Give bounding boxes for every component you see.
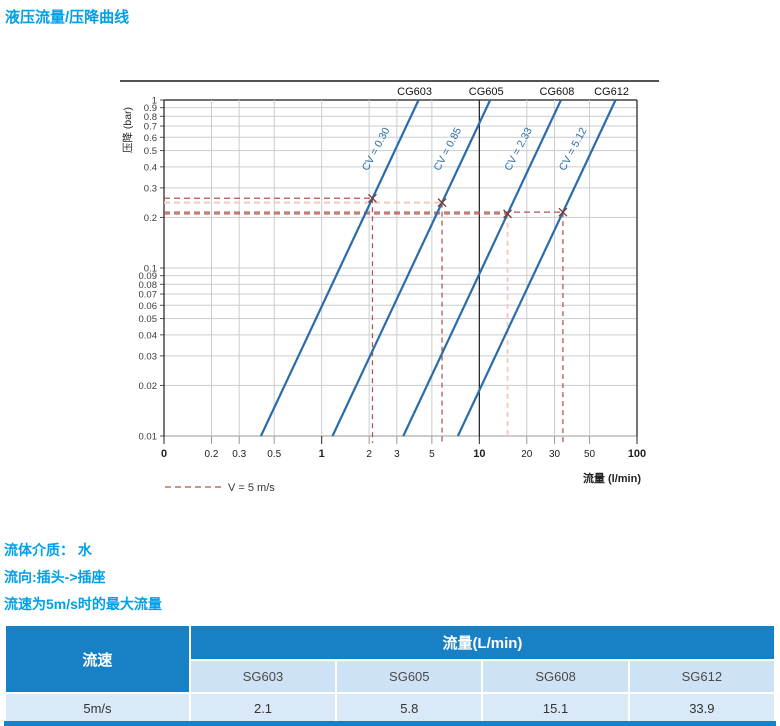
- y-tick-label: 0.3: [144, 183, 157, 194]
- y-tick-label: 0.01: [139, 432, 158, 443]
- y-tick-label: 0.8: [144, 112, 157, 123]
- x-tick-label: 20: [521, 449, 533, 460]
- table-cell-sg612: 33.9: [629, 694, 774, 723]
- y-tick-label: 0.04: [139, 330, 158, 341]
- x-tick-label: 0: [161, 448, 167, 460]
- model-label-CG608: CG608: [540, 86, 575, 98]
- table-header-model-sg603: SG603: [190, 661, 336, 692]
- x-tick-label: 2: [366, 449, 372, 460]
- x-tick-label: 50: [584, 449, 596, 460]
- x-tick-label: 0.5: [267, 449, 281, 460]
- curve-CG605: [331, 99, 492, 437]
- table-cell-sg603: 2.1: [190, 694, 336, 723]
- page-title: 液压流量/压降曲线: [5, 9, 130, 26]
- y-tick-label: 1: [152, 96, 157, 107]
- x-tick-label: 30: [549, 449, 561, 460]
- x-tick-label: 10: [473, 448, 485, 460]
- curve-CG603: [259, 99, 420, 437]
- info-line-maxflow: 流速为5m/s时的最大流量: [4, 596, 162, 612]
- table-row: 5m/s 2.1 5.8 15.1 33.9: [6, 694, 774, 723]
- table-subheader-row: SG603 SG605 SG608 SG612: [6, 661, 774, 692]
- x-tick-label: 3: [394, 449, 400, 460]
- flow-pressure-chart-block: 1 0.9 0.8 0.7 0.6 0.5 0.4 0.3 0.2 0.1 0.09 0.08 0.07…: [120, 78, 660, 494]
- table-header-flow-group: 流量(L/min): [190, 626, 774, 659]
- y-tick-label: 0.6: [144, 133, 157, 144]
- y-tick-label: 0.7: [144, 122, 157, 133]
- model-label-CG605: CG605: [469, 86, 504, 98]
- table-header-model-sg605: SG605: [337, 661, 482, 692]
- x-tick-label: 5: [429, 449, 435, 460]
- table-header-model-sg608: SG608: [483, 661, 628, 692]
- table-header-model-sg612: SG612: [629, 661, 774, 692]
- y-tick-label: 0.03: [139, 351, 158, 362]
- marker-x-CG603: [368, 193, 377, 203]
- y-tick-label: 0.1: [144, 264, 157, 275]
- x-tick-label: 100: [628, 448, 646, 460]
- marker-x-CG608: [503, 209, 513, 219]
- table-header-speed: 流速: [6, 626, 189, 692]
- table-cell-sg608: 15.1: [483, 694, 628, 723]
- y-tick-label: 0.9: [144, 103, 157, 114]
- model-label-CG612: CG612: [594, 86, 629, 98]
- y-tick-label: 0.08: [139, 280, 158, 291]
- y-axis-title: 压降 (bar): [121, 107, 134, 153]
- y-tick-label: 0.07: [139, 290, 158, 301]
- flow-table: 流速 流量(L/min) SG603 SG605 SG608 SG612 5m/…: [4, 624, 776, 725]
- x-tick-label: 0.2: [205, 449, 219, 460]
- x-axis-title: 流量 (l/min): [583, 471, 641, 485]
- table-cell-speed: 5m/s: [6, 694, 189, 723]
- y-tick-label: 0.09: [139, 271, 158, 282]
- legend-label: V = 5 m/s: [228, 482, 275, 494]
- x-tick-label: 1: [319, 448, 325, 460]
- marker-x-CG605: [437, 198, 447, 208]
- x-tick-label: 0.3: [232, 449, 246, 460]
- model-label-CG603: CG603: [397, 86, 432, 98]
- marker-x-CG612: [558, 207, 568, 217]
- y-tick-label: 0.4: [144, 162, 157, 173]
- info-line-direction: 流向:插头->插座: [4, 569, 106, 585]
- y-tick-label: 0.06: [139, 301, 158, 312]
- info-line-medium: 流体介质： 水: [4, 542, 92, 558]
- table-next-row-strip: [4, 721, 776, 726]
- curve-CG612: [456, 99, 617, 437]
- table-cell-sg605: 5.8: [337, 694, 482, 723]
- flow-pressure-chart: 10.90.80.70.60.50.40.30.20.10.090.080.07…: [120, 80, 659, 494]
- y-tick-label: 0.05: [139, 314, 158, 325]
- table-header-row: 流速 流量(L/min): [6, 626, 774, 692]
- y-tick-label: 0.02: [139, 381, 158, 392]
- y-tick-label: 0.2: [144, 213, 157, 224]
- y-tick-label: 0.5: [144, 146, 157, 157]
- curve-CG608: [402, 99, 562, 437]
